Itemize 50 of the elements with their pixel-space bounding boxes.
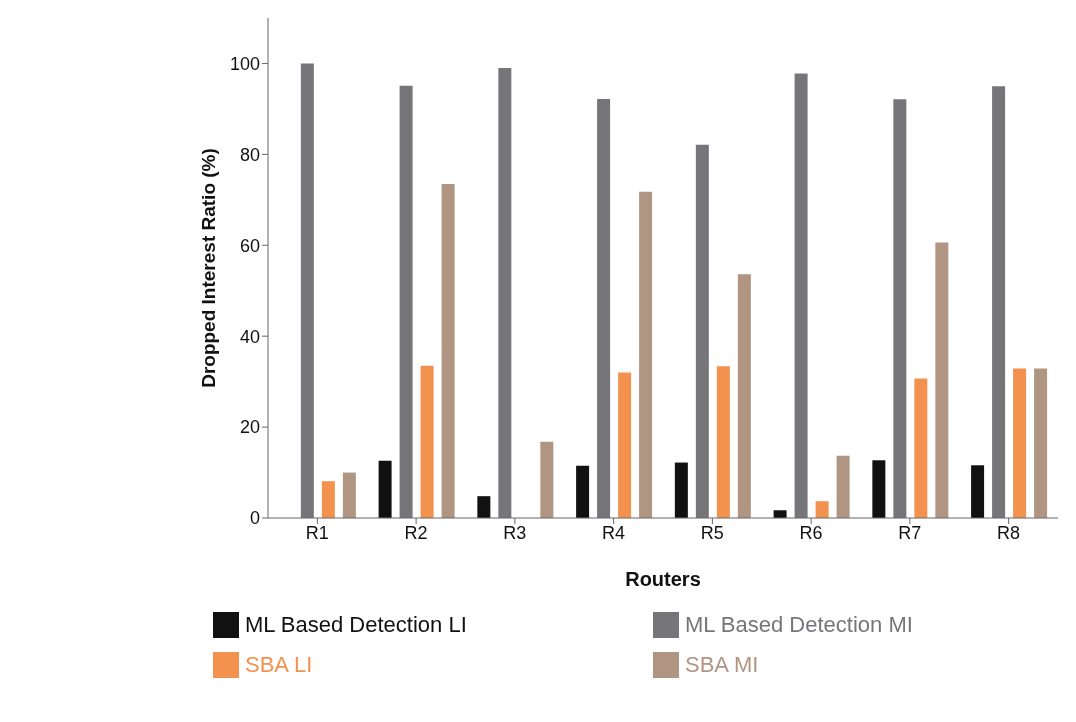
x-tick-label: R5 [700, 522, 724, 543]
y-axis-title: Dropped Interest Ratio (%) [197, 148, 219, 388]
bar [716, 366, 730, 518]
y-tick-label: 80 [239, 144, 260, 165]
bar [300, 63, 314, 518]
bar [836, 455, 850, 518]
legend-label: SBA MI [685, 652, 759, 678]
x-tick-label: R3 [503, 522, 527, 543]
bar [441, 183, 455, 518]
legend-label: ML Based Detection LI [245, 612, 467, 638]
bar [342, 472, 356, 518]
y-tick-label: 60 [239, 235, 260, 256]
x-tick-label: R1 [305, 522, 329, 543]
legend-label: ML Based Detection MI [685, 612, 913, 638]
bar [914, 378, 928, 518]
bar [639, 191, 653, 518]
bar [794, 73, 808, 518]
bar [935, 242, 949, 518]
bar [971, 465, 985, 518]
x-tick-label: R7 [898, 522, 922, 543]
legend-label: SBA LI [245, 652, 313, 678]
x-axis-title: Routers [625, 568, 701, 590]
x-tick-label: R6 [799, 522, 823, 543]
bar [321, 481, 335, 518]
bar [378, 460, 392, 518]
bar [695, 144, 709, 518]
bar [477, 496, 491, 518]
bar [992, 86, 1006, 518]
bar [674, 462, 688, 518]
y-tick-label: 20 [239, 417, 260, 438]
bar [773, 510, 787, 518]
bar [1013, 368, 1027, 518]
y-tick-label: 40 [239, 326, 260, 347]
bar [576, 465, 590, 518]
bar [893, 99, 907, 518]
y-tick-label: 100 [229, 53, 260, 74]
bar [420, 365, 434, 518]
bar [540, 441, 554, 518]
x-tick-label: R4 [602, 522, 626, 543]
bar [815, 501, 829, 518]
bar [597, 98, 611, 518]
y-tick-label: 0 [249, 508, 260, 529]
x-tick-label: R8 [997, 522, 1021, 543]
x-tick-label: R2 [404, 522, 428, 543]
bar [618, 372, 632, 518]
bar [399, 85, 413, 518]
bar [872, 460, 886, 518]
bar [1034, 368, 1048, 518]
bar [498, 68, 512, 518]
bar [737, 274, 751, 518]
